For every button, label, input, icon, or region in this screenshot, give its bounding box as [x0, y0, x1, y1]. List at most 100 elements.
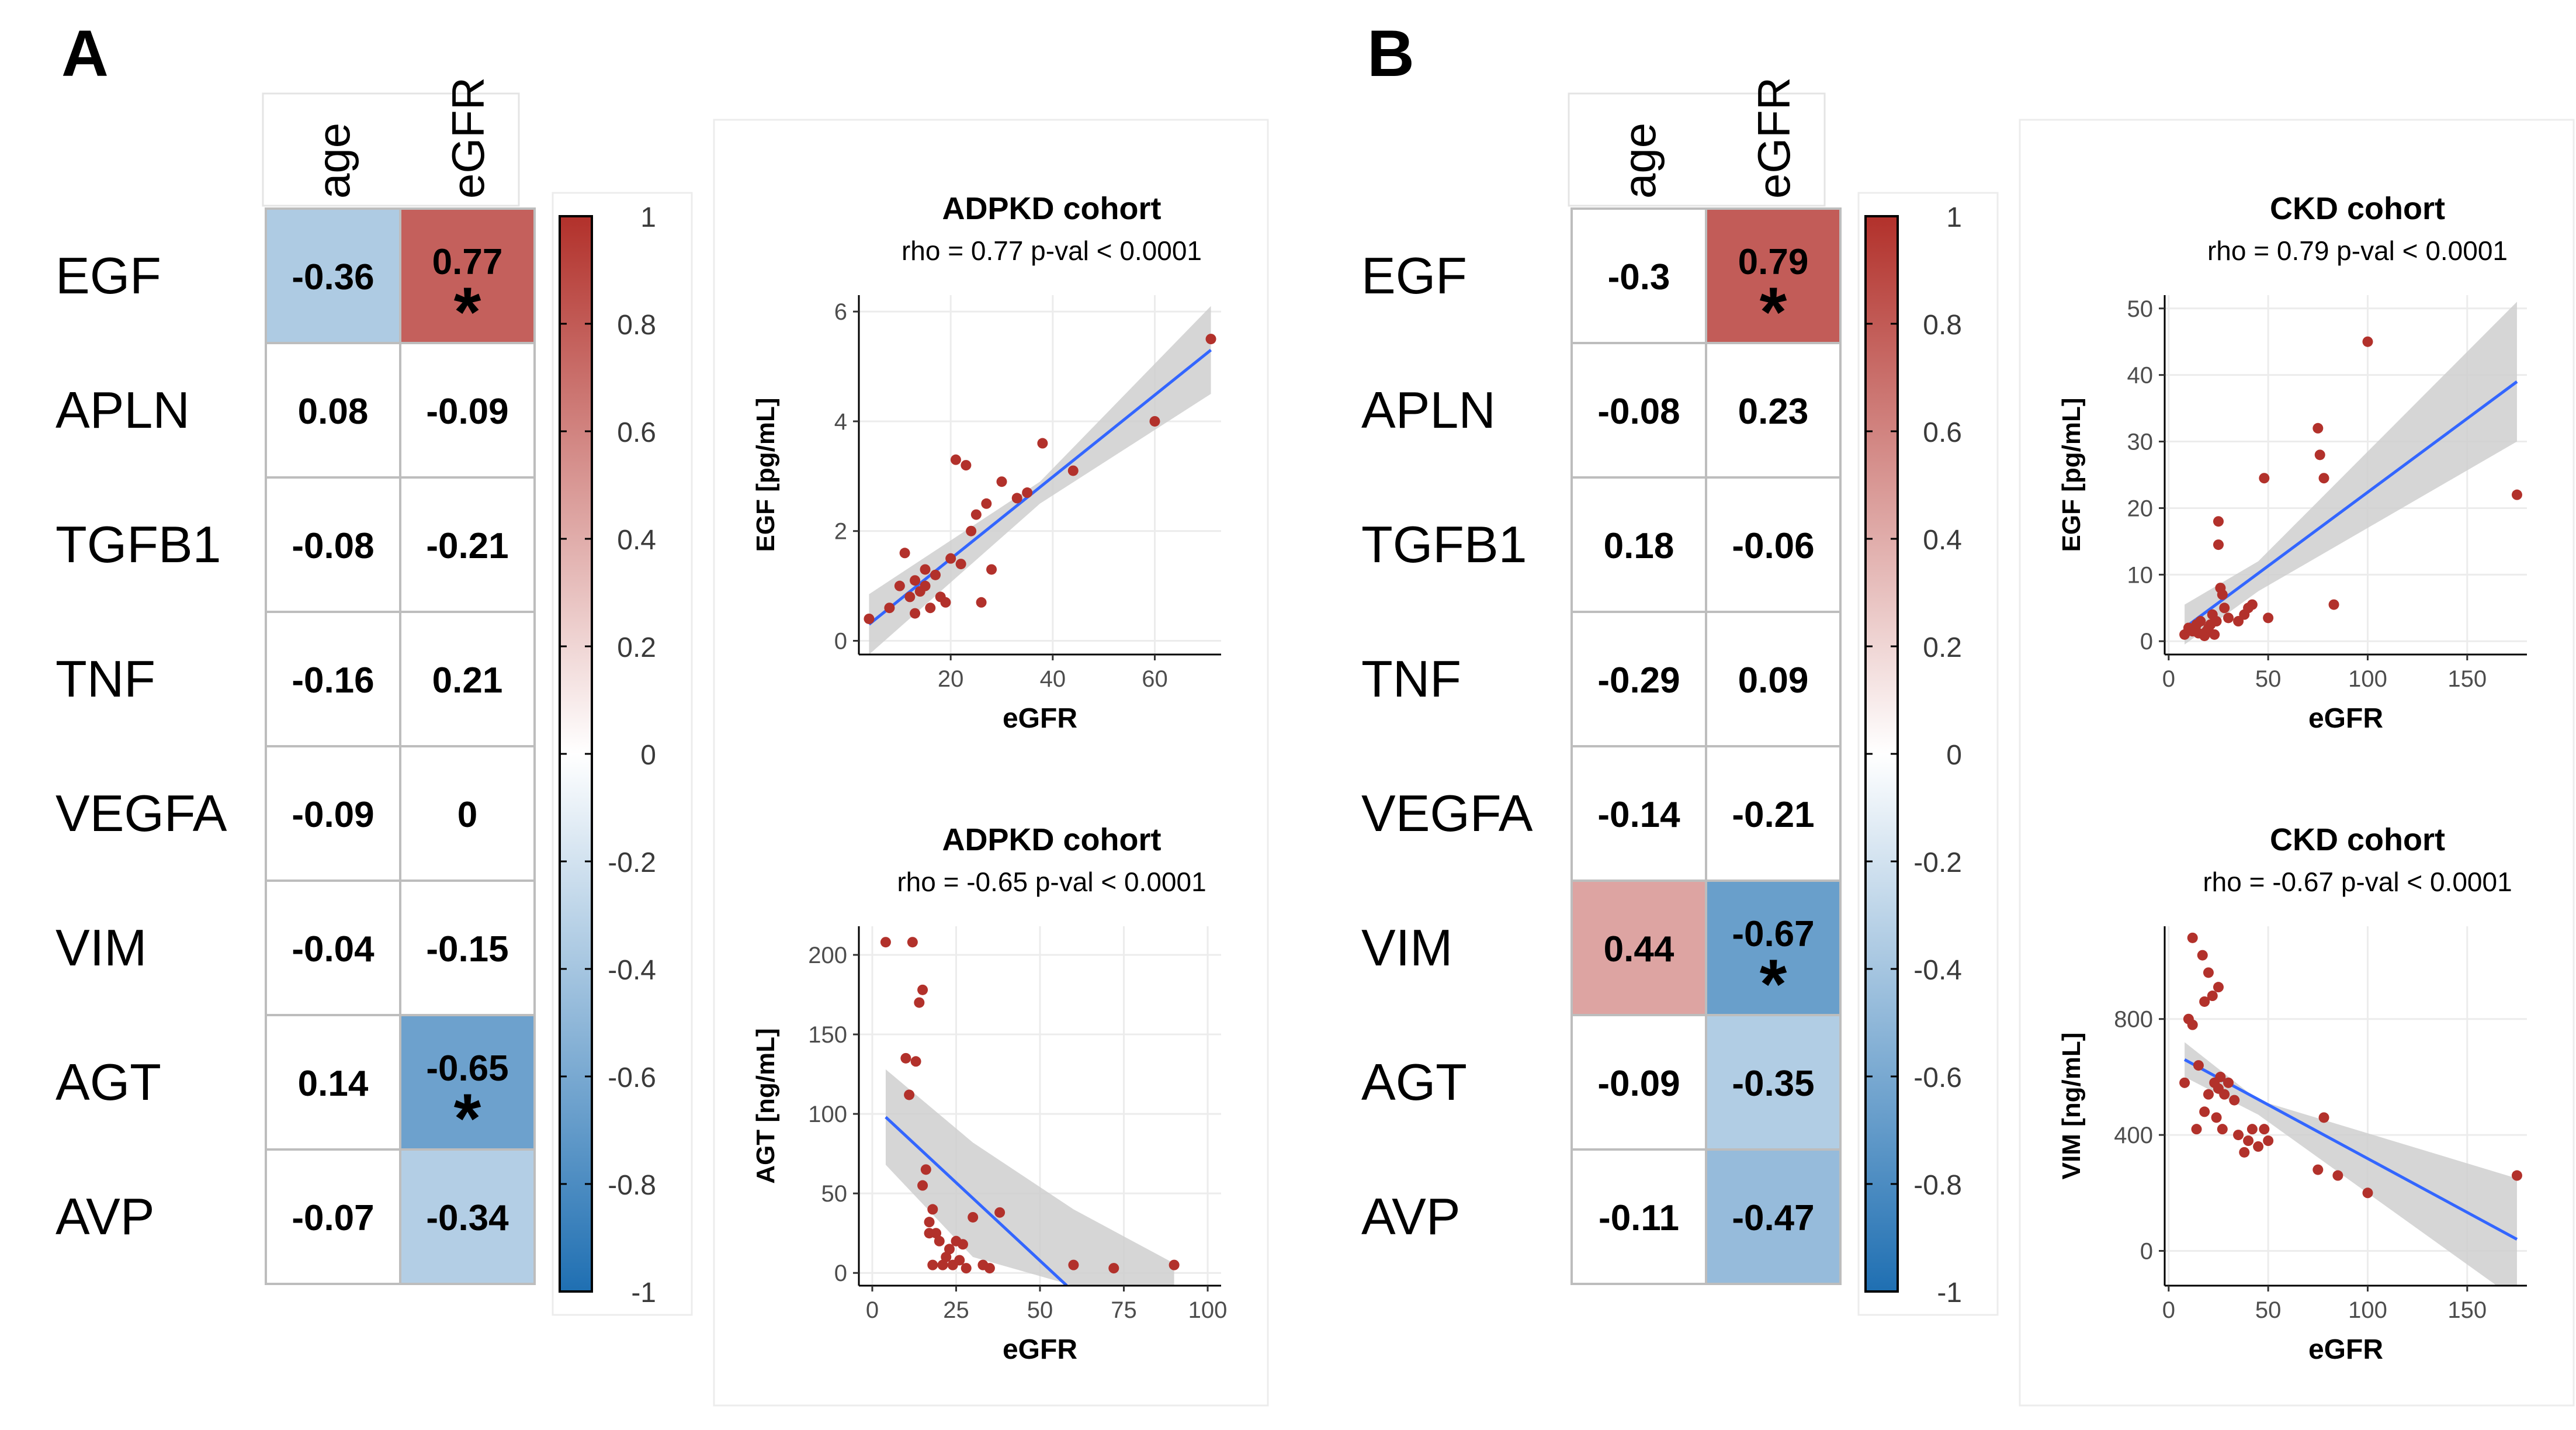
- heatmap-cell: [1570, 1148, 1707, 1285]
- data-point: [994, 1207, 1006, 1218]
- row-label: TNF: [1361, 650, 1461, 708]
- data-point: [2229, 1095, 2240, 1106]
- heatmap-cell: [1705, 880, 1842, 1016]
- colorbar-tick-label: 0.8: [1923, 310, 1962, 341]
- data-point: [2246, 599, 2258, 610]
- heatmap-cell: [265, 342, 401, 479]
- cell-value: -0.21: [1732, 795, 1814, 835]
- plot-title: ADPKD cohort: [942, 822, 1162, 857]
- data-point: [917, 984, 928, 995]
- data-point: [2199, 1106, 2210, 1117]
- row-label: VIM: [56, 919, 147, 977]
- data-point: [2213, 539, 2224, 550]
- data-point: [2193, 1060, 2204, 1071]
- cell-value: 0.09: [1738, 660, 1809, 701]
- data-point: [940, 597, 951, 608]
- colorbar-tick-label: 0.4: [1923, 525, 1962, 556]
- data-point: [904, 1089, 915, 1100]
- y-tick-label: 10: [2127, 562, 2154, 588]
- data-point: [2215, 1071, 2226, 1082]
- row-label: EGF: [1361, 247, 1467, 304]
- y-tick-label: 0: [2140, 1238, 2153, 1264]
- data-point: [920, 580, 931, 591]
- cell-value: -0.07: [292, 1198, 374, 1238]
- heatmap-cell: [265, 611, 401, 747]
- cell-value: -0.16: [292, 660, 374, 701]
- row-label: VIM: [1361, 919, 1452, 977]
- significance-star: *: [454, 1079, 481, 1158]
- data-point: [930, 569, 941, 580]
- y-tick-label: 100: [808, 1102, 847, 1127]
- plot-area: [2179, 302, 2522, 645]
- column-label: age: [1614, 123, 1665, 199]
- data-point: [2199, 996, 2210, 1007]
- colorbar-tick-label: -0.6: [608, 1062, 656, 1093]
- column-header-box: [1568, 92, 1826, 207]
- heatmap-cell: [399, 611, 536, 747]
- data-point: [996, 476, 1007, 487]
- plot-area: [2179, 932, 2522, 1286]
- data-point: [899, 548, 910, 559]
- data-point: [954, 1255, 965, 1266]
- data-point: [2233, 1130, 2244, 1141]
- y-tick-label: 40: [2127, 363, 2154, 389]
- y-tick-label: 150: [808, 1022, 847, 1048]
- cell-value: -0.09: [426, 392, 508, 432]
- cell-value: -0.47: [1732, 1198, 1814, 1238]
- data-point: [2223, 1077, 2234, 1088]
- column-header-box: [262, 92, 520, 207]
- data-point: [917, 1180, 928, 1191]
- x-tick-label: 50: [1027, 1297, 1053, 1323]
- data-point: [2219, 603, 2230, 614]
- data-point: [2209, 629, 2220, 640]
- plot-subtitle: rho = 0.77 p-val < 0.0001: [902, 236, 1202, 266]
- significance-star: *: [1760, 273, 1787, 351]
- x-tick-label: 0: [2162, 1297, 2175, 1323]
- data-point: [2223, 612, 2234, 624]
- heatmap-cell: [1705, 745, 1842, 882]
- cell-value: 0: [457, 795, 477, 835]
- data-point: [984, 1263, 995, 1274]
- cell-value: -0.36: [292, 257, 374, 297]
- scatter-plot-2: ADPKD cohort rho = -0.65 p-val < 0.0001 0 2…: [751, 822, 1227, 1365]
- data-point: [2207, 991, 2218, 1002]
- x-tick-label: 75: [1111, 1297, 1137, 1323]
- data-point: [2246, 1124, 2258, 1135]
- y-tick-label: 800: [2114, 1007, 2153, 1033]
- data-point: [907, 937, 918, 948]
- data-point: [970, 509, 982, 520]
- y-tick-label: 6: [834, 299, 847, 325]
- colorbar-tick-label: -0.2: [608, 847, 656, 878]
- data-point: [945, 553, 956, 564]
- plot-title: CKD cohort: [2270, 822, 2445, 857]
- data-point: [920, 564, 931, 575]
- y-axis-label: VIM [ng/mL]: [2057, 1033, 2086, 1180]
- row-label: VEGFA: [56, 784, 227, 842]
- scatter-plot-4: CKD cohort rho = -0.67 p-val < 0.0001 0 50 1…: [2057, 822, 2527, 1365]
- data-point: [941, 1252, 952, 1263]
- data-point: [976, 597, 987, 608]
- heatmap-cell: [399, 880, 536, 1016]
- colorbar-tick-label: 0: [640, 740, 656, 771]
- regression-line: [885, 1116, 1068, 1286]
- cell-value: -0.06: [1732, 526, 1814, 566]
- heatmap-cell: [1705, 476, 1842, 613]
- data-point: [2511, 489, 2522, 500]
- x-tick-label: 0: [866, 1297, 879, 1323]
- x-axis-label: eGFR: [2308, 1334, 2383, 1365]
- colorbar-tick-label: 0.2: [1923, 632, 1962, 663]
- data-point: [1011, 493, 1022, 504]
- colorbar-tick-label: -0.4: [1913, 955, 1962, 986]
- data-point: [900, 1052, 911, 1064]
- data-point: [961, 460, 972, 471]
- data-point: [2187, 1019, 2198, 1030]
- x-tick-label: 40: [1040, 666, 1066, 692]
- y-tick-label: 20: [2127, 496, 2154, 521]
- cell-value: 0.18: [1604, 526, 1674, 566]
- cell-value: 0.14: [298, 1064, 369, 1104]
- row-label: AVP: [56, 1187, 155, 1245]
- data-point: [904, 591, 916, 603]
- data-point: [957, 1239, 968, 1250]
- data-point: [2213, 982, 2224, 993]
- colorbar-tick-label: 0.8: [617, 310, 656, 341]
